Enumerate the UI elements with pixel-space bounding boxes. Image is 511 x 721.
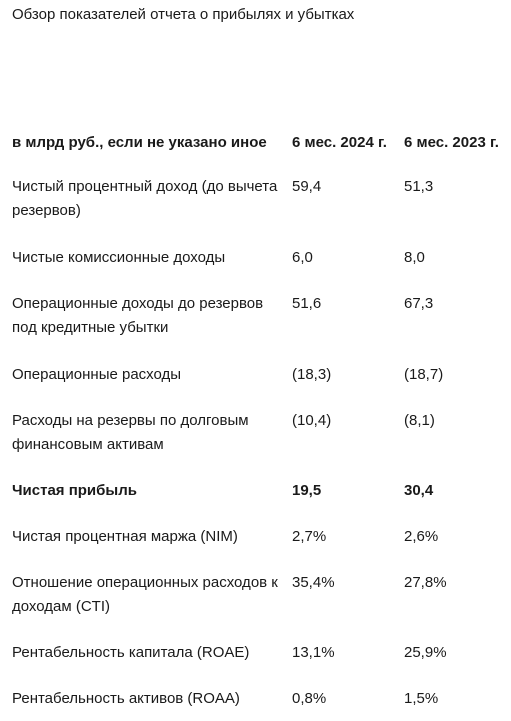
- row-label: Рентабельность активов (ROAA): [12, 690, 240, 707]
- row-label: Отношение операционных расходов к дохода…: [12, 574, 278, 615]
- row-label: Чистая процентная маржа (NIM): [12, 528, 238, 545]
- row-label: Чистые комиссионные доходы: [12, 249, 226, 266]
- cell-value: 19,5: [292, 482, 322, 499]
- row-label: Рентабельность капитала (ROAE): [12, 644, 250, 661]
- cell-value: 35,4%: [292, 574, 335, 591]
- cell-value: 27,8%: [404, 574, 447, 591]
- cell-value: 2,6%: [404, 528, 439, 545]
- cell-value: 6 мес. 2023 г.: [404, 134, 499, 151]
- cell-value: (8,1): [404, 412, 435, 429]
- row-label: Операционные расходы: [12, 366, 182, 383]
- cell-value: 30,4: [404, 482, 434, 499]
- cell-value: (10,4): [292, 412, 332, 429]
- cell-value: 51,6: [292, 295, 322, 312]
- row-label: Расходы на резервы по долговым финансовы…: [12, 412, 249, 453]
- cell-value: (18,7): [404, 366, 444, 383]
- cell-value: (18,3): [292, 366, 332, 383]
- cell-value: 25,9%: [404, 644, 447, 661]
- row-label: Операционные доходы до резервов под кред…: [12, 295, 264, 336]
- cell-value: 13,1%: [292, 644, 335, 661]
- cell-value: 67,3: [404, 295, 434, 312]
- cell-value: 0,8%: [292, 690, 327, 707]
- row-label: Чистый процентный доход (до вычета резер…: [12, 178, 278, 219]
- cell-value: 1,5%: [404, 690, 439, 707]
- row-label: в млрд руб., если не указано иное: [12, 134, 267, 151]
- cell-value: 2,7%: [292, 528, 327, 545]
- cell-value: 6,0: [292, 249, 313, 266]
- cell-value: 6 мес. 2024 г.: [292, 134, 387, 151]
- cell-value: 59,4: [292, 178, 322, 195]
- cell-value: 51,3: [404, 178, 434, 195]
- title: Обзор показателей отчета о прибылях и уб…: [12, 6, 355, 23]
- row-label: Чистая прибыль: [12, 482, 137, 499]
- cell-value: 8,0: [404, 249, 425, 266]
